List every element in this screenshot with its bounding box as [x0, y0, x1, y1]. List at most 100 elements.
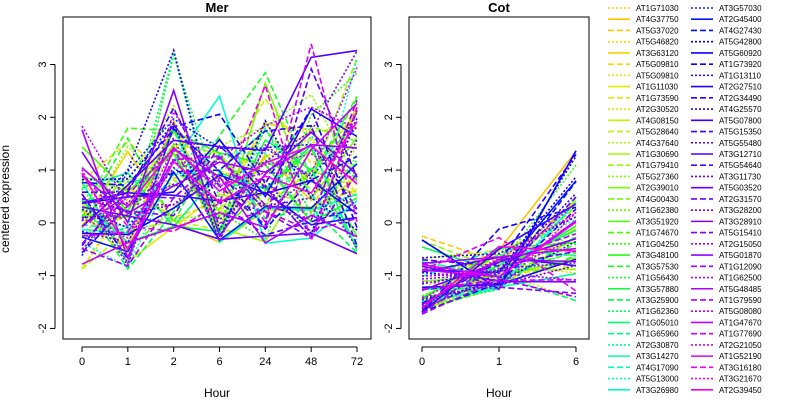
- series-line-mer: [81, 87, 358, 238]
- legend-label: AT5G09810: [636, 60, 679, 69]
- series-line-mer: [81, 102, 358, 265]
- series-line-mer: [81, 118, 358, 243]
- series-line-cot: [421, 233, 577, 314]
- legend-label: AT1G62360: [636, 307, 679, 316]
- legend-label: AT2G30870: [636, 341, 679, 350]
- legend-label: AT1G74670: [636, 229, 679, 238]
- legend-label: AT1G79590: [719, 296, 762, 305]
- legend-label: AT1G13110: [719, 71, 762, 80]
- series-line-mer: [81, 121, 358, 251]
- x-tick-label: 1: [496, 356, 502, 368]
- legend-label: AT3G63120: [636, 49, 679, 58]
- y-tick-label: 0: [383, 220, 395, 226]
- series-line-cot: [421, 261, 577, 307]
- y-tick-label: -2: [383, 324, 395, 334]
- legend-label: AT2G21050: [719, 341, 762, 350]
- series-line-cot: [421, 265, 577, 283]
- y-tick-label: 3: [37, 61, 49, 67]
- legend-label: AT1G05010: [636, 318, 679, 327]
- plot-frame-mer: [62, 16, 372, 340]
- series-line-mer: [81, 67, 358, 266]
- series-line-mer: [81, 146, 358, 239]
- legend: AT1G71030 AT4G37750 AT5G37020 AT5G46820 AT3G…: [608, 4, 762, 395]
- series-line-cot: [421, 236, 577, 292]
- legend-label: AT5G15410: [719, 229, 762, 238]
- legend-label: AT5G28640: [636, 128, 679, 137]
- series-line-cot: [421, 258, 577, 289]
- legend-label: AT5G09810: [636, 71, 679, 80]
- legend-label: AT1G52190: [719, 352, 762, 361]
- y-tick-label: 0: [37, 220, 49, 226]
- y-tick-label: 1: [37, 167, 49, 173]
- plot-frame-cot: [408, 16, 590, 340]
- legend-label: AT1G12090: [719, 262, 762, 271]
- legend-label: AT2G15050: [719, 240, 762, 249]
- series-line-cot: [421, 250, 577, 267]
- series-line-cot: [421, 203, 577, 314]
- x-tick-label: 0: [79, 356, 85, 368]
- y-tick-label: 1: [383, 167, 395, 173]
- panel-title-mer: Mer: [205, 0, 228, 15]
- x-tick-label: 1: [125, 356, 131, 368]
- legend-label: AT1G56430: [636, 274, 679, 283]
- x-axis-cot: 0 1 6: [419, 346, 579, 368]
- x-tick-label: 0: [419, 356, 425, 368]
- legend-label: AT5G07800: [719, 116, 762, 125]
- legend-label: AT5G54640: [719, 161, 762, 170]
- legend-label: AT2G27510: [719, 83, 762, 92]
- x-axis-mer: 0 1 2 6 24 48 72: [79, 346, 363, 368]
- series-line-cot: [421, 208, 577, 291]
- x-tick-label: 48: [305, 356, 317, 368]
- series-line-mer: [81, 100, 358, 267]
- legend-label: AT3G11730: [719, 172, 762, 181]
- series-line-cot: [421, 272, 577, 281]
- legend-label: AT5G03520: [719, 184, 762, 193]
- legend-label: AT1G04250: [636, 240, 679, 249]
- legend-label: AT1G65960: [636, 330, 679, 339]
- legend-label: AT2G45400: [719, 15, 762, 24]
- cot-series-group: [421, 150, 577, 315]
- y-tick-label: -2: [37, 324, 49, 334]
- legend-label: AT4G27430: [719, 26, 762, 35]
- y-axis-title: centered expression: [0, 145, 12, 253]
- series-line-mer: [81, 144, 358, 208]
- panel-title-cot: Cot: [488, 0, 510, 15]
- legend-label: AT1G47670: [719, 318, 762, 327]
- series-line-cot: [421, 212, 577, 300]
- x-tick-label: 2: [171, 356, 177, 368]
- series-line-mer: [81, 148, 358, 232]
- x-axis-title-cot: Hour: [486, 386, 512, 400]
- panel-cot: Cot 0 1 6 -2 -1 0 1 2 3 Hour: [383, 0, 590, 400]
- legend-label: AT5G13000: [636, 375, 679, 384]
- legend-label: AT4G00430: [636, 195, 679, 204]
- panel-mer: Mer 0 1 2 6 24 48 72 -2 -1 0 1 2 3 Hour: [37, 0, 372, 400]
- x-tick-label: 6: [573, 356, 579, 368]
- legend-label: AT5G55480: [719, 139, 762, 148]
- mer-series-group: [81, 43, 358, 271]
- series-line-cot: [421, 252, 577, 272]
- series-line-mer: [81, 106, 358, 206]
- legend-label: AT1G30690: [636, 150, 679, 159]
- legend-label: AT4G37750: [636, 15, 679, 24]
- legend-label: AT5G60920: [719, 49, 762, 58]
- legend-label: AT5G27360: [636, 172, 679, 181]
- series-line-cot: [421, 221, 577, 278]
- legend-label: AT2G39450: [719, 386, 762, 395]
- legend-label: AT4G25570: [719, 105, 762, 114]
- legend-label: AT3G25900: [636, 296, 679, 305]
- legend-label: AT2G34490: [719, 94, 762, 103]
- legend-label: AT1G62380: [636, 206, 679, 215]
- legend-label: AT4G37640: [636, 139, 679, 148]
- legend-label: AT5G46820: [636, 38, 679, 47]
- legend-label: AT3G57530: [636, 262, 679, 271]
- legend-label: AT3G12710: [719, 150, 762, 159]
- legend-label: AT5G48485: [719, 285, 762, 294]
- legend-label: AT1G73920: [719, 60, 762, 69]
- legend-label: AT3G51920: [636, 217, 679, 226]
- series-line-mer: [81, 129, 358, 261]
- y-axis-mer: -2 -1 0 1 2 3: [37, 61, 56, 334]
- series-line-mer: [81, 143, 358, 215]
- legend-label: AT3G26980: [636, 386, 679, 395]
- series-line-cot: [421, 247, 577, 265]
